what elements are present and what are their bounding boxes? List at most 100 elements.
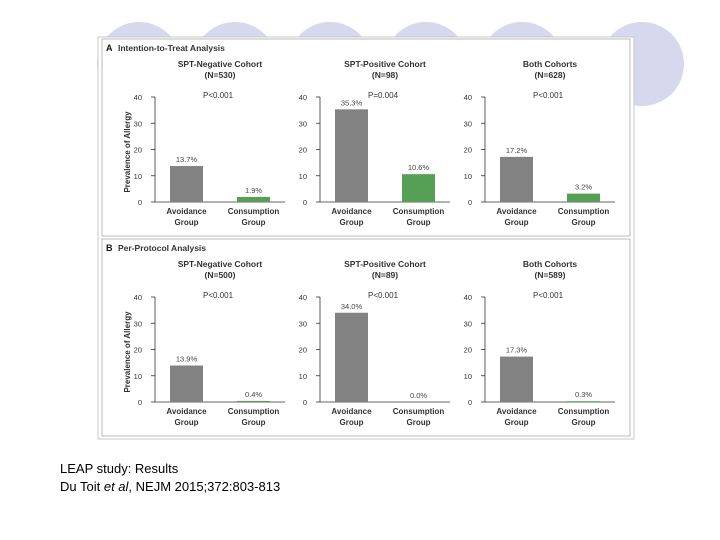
panel-border (101, 38, 631, 237)
data-label: 13.7% (176, 155, 198, 164)
bar-consumption (567, 401, 600, 402)
p-value: P<0.001 (533, 291, 564, 300)
x-category-label: Consumption (558, 407, 610, 416)
y-axis-label: Prevalence of Allergy (123, 311, 132, 393)
y-tick-label: 40 (464, 293, 472, 302)
bar-consumption (402, 174, 435, 202)
y-tick-label: 10 (134, 172, 142, 181)
x-category-label: Group (242, 418, 266, 427)
y-tick-label: 30 (299, 319, 307, 328)
x-category-label: Avoidance (496, 207, 537, 216)
x-category-label: Group (175, 418, 199, 427)
subplot-title: Both Cohorts (523, 59, 578, 69)
y-tick-label: 40 (134, 93, 142, 102)
p-value: P<0.001 (203, 291, 234, 300)
y-axis-label: Prevalence of Allergy (123, 111, 132, 193)
y-tick-label: 0 (468, 398, 472, 407)
x-category-label: Avoidance (331, 407, 372, 416)
y-tick-label: 30 (464, 119, 472, 128)
citation-journal: , NEJM 2015;372:803-813 (128, 479, 281, 494)
bar-avoidance (335, 312, 368, 402)
subplot-n: (N=89) (372, 270, 398, 280)
x-category-label: Group (340, 218, 364, 227)
y-tick-label: 20 (464, 346, 472, 355)
subplot-title: SPT-Negative Cohort (178, 59, 263, 69)
x-category-label: Avoidance (166, 207, 207, 216)
p-value: P<0.001 (368, 291, 399, 300)
p-value: P=0.004 (368, 91, 399, 100)
x-category-label: Consumption (228, 407, 280, 416)
x-category-label: Avoidance (166, 407, 207, 416)
y-tick-label: 20 (134, 346, 142, 355)
subplot-n: (N=589) (535, 270, 566, 280)
subplot-title: SPT-Negative Cohort (178, 259, 263, 269)
y-tick-label: 0 (468, 198, 472, 207)
y-tick-label: 0 (138, 198, 142, 207)
data-label: 0.0% (410, 391, 427, 400)
x-category-label: Group (175, 218, 199, 227)
x-category-label: Consumption (558, 207, 610, 216)
subplot-title: SPT-Positive Cohort (344, 59, 426, 69)
data-label: 17.2% (506, 146, 528, 155)
x-category-label: Consumption (228, 207, 280, 216)
y-tick-label: 20 (464, 146, 472, 155)
data-label: 0.4% (245, 390, 262, 399)
data-label: 17.3% (506, 346, 528, 355)
x-category-label: Group (572, 218, 596, 227)
y-tick-label: 0 (303, 198, 307, 207)
y-tick-label: 40 (464, 93, 472, 102)
y-tick-label: 30 (134, 319, 142, 328)
x-category-label: Group (340, 418, 364, 427)
bar-consumption (237, 197, 270, 202)
subplot-title: Both Cohorts (523, 259, 578, 269)
citation-authors: Du Toit (60, 479, 104, 494)
x-category-label: Group (505, 218, 529, 227)
bar-avoidance (500, 156, 533, 202)
bar-consumption (237, 400, 270, 402)
y-tick-label: 20 (299, 146, 307, 155)
x-category-label: Consumption (393, 407, 445, 416)
p-value: P<0.001 (203, 91, 234, 100)
caption-citation: Du Toit et al, NEJM 2015;372:803-813 (60, 479, 280, 494)
panel-title: Per-Protocol Analysis (118, 243, 206, 253)
caption-title: LEAP study: Results (60, 461, 178, 476)
y-tick-label: 10 (464, 172, 472, 181)
x-category-label: Group (407, 218, 431, 227)
subplot-n: (N=530) (205, 70, 236, 80)
panel-border (101, 238, 631, 437)
y-tick-label: 10 (464, 372, 472, 381)
y-tick-label: 30 (299, 119, 307, 128)
caption-title-text: LEAP study: Results (60, 461, 179, 476)
bar-consumption (567, 193, 600, 202)
x-category-label: Avoidance (496, 407, 537, 416)
bar-avoidance (335, 109, 368, 202)
y-tick-label: 10 (134, 372, 142, 381)
y-tick-label: 10 (299, 172, 307, 181)
data-label: 3.2% (575, 183, 592, 192)
panel-letter: B (106, 243, 113, 253)
p-value: P<0.001 (533, 91, 564, 100)
subplot-title: SPT-Positive Cohort (344, 259, 426, 269)
y-tick-label: 30 (464, 319, 472, 328)
x-category-label: Group (505, 418, 529, 427)
x-category-label: Avoidance (331, 207, 372, 216)
y-tick-label: 40 (299, 293, 307, 302)
panel-letter: A (106, 43, 113, 53)
data-label: 34.0% (341, 302, 363, 311)
subplot-n: (N=628) (535, 70, 566, 80)
data-label: 35.3% (341, 98, 363, 107)
bar-avoidance (170, 166, 203, 202)
y-tick-label: 0 (138, 398, 142, 407)
y-tick-label: 40 (134, 293, 142, 302)
data-label: 10.6% (408, 163, 430, 172)
subplot-n: (N=98) (372, 70, 398, 80)
y-tick-label: 10 (299, 372, 307, 381)
x-category-label: Group (242, 218, 266, 227)
y-tick-label: 0 (303, 398, 307, 407)
panel-title: Intention-to-Treat Analysis (118, 43, 225, 53)
x-category-label: Consumption (393, 207, 445, 216)
data-label: 13.9% (176, 355, 198, 364)
y-tick-label: 20 (299, 346, 307, 355)
y-tick-label: 30 (134, 119, 142, 128)
